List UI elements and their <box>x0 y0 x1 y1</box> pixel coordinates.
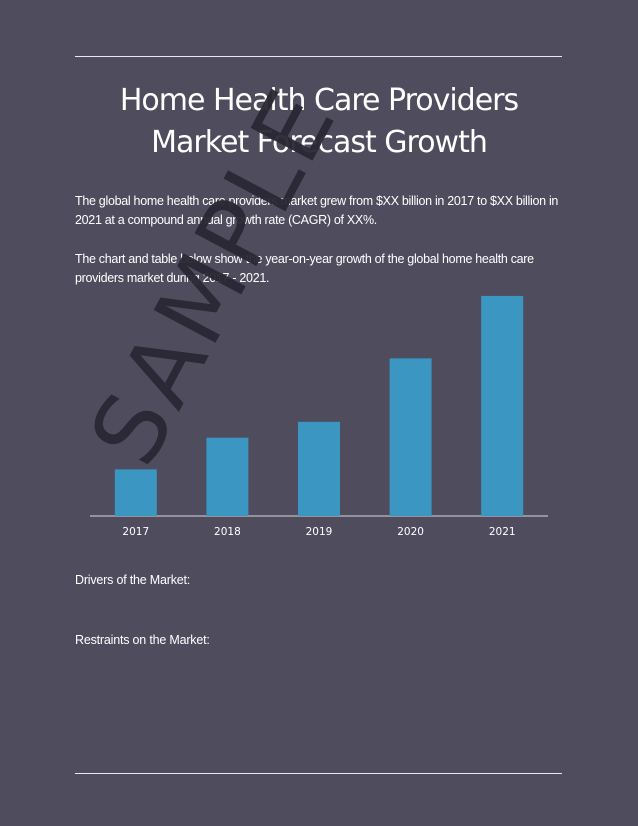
top-divider <box>75 56 562 57</box>
x-tick-label-2020: 2020 <box>397 526 424 538</box>
bar-2019 <box>298 421 340 516</box>
bottom-divider <box>75 773 562 774</box>
intro-paragraph: The global home health care providers ma… <box>75 194 559 227</box>
chart-description-paragraph: The chart and table below show the year-… <box>75 252 534 285</box>
restraints-heading: Restraints on the Market: <box>75 633 210 647</box>
x-tick-label-2019: 2019 <box>306 526 333 538</box>
bar-2017 <box>114 469 157 516</box>
x-tick-label-2017: 2017 <box>122 526 149 538</box>
market-growth-bar-chart: 2017 2018 2019 2020 2021 <box>90 295 548 538</box>
x-tick-label-2021: 2021 <box>489 526 516 538</box>
title-line-1: Home Health Care Providers <box>119 83 519 118</box>
page-title: Home Health Care Providers Market Foreca… <box>0 80 638 164</box>
bar-2018 <box>206 437 249 516</box>
drivers-heading: Drivers of the Market: <box>75 573 191 587</box>
bar-2020 <box>389 358 432 516</box>
x-tick-label-2018: 2018 <box>214 526 241 538</box>
title-line-2: Market Forecast Growth <box>151 125 488 160</box>
bar-2021 <box>481 295 524 516</box>
